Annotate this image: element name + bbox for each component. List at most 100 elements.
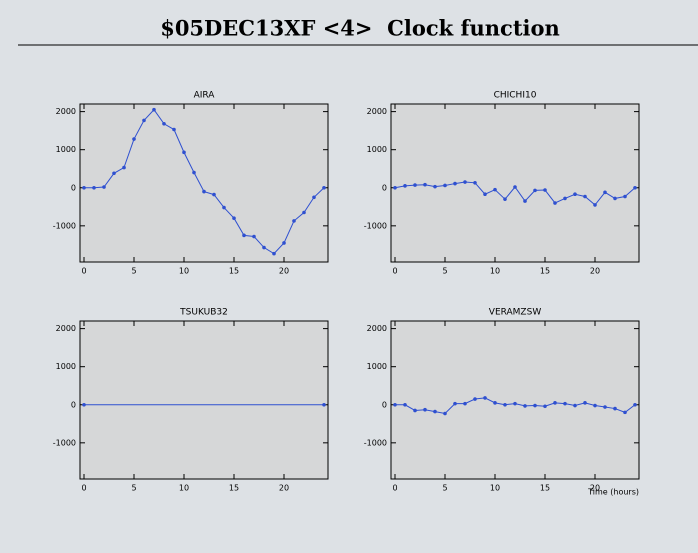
point: [302, 210, 306, 215]
y-tick-label: 1000: [56, 145, 76, 154]
point: [593, 203, 597, 207]
y-tick-label: 1000: [56, 362, 76, 371]
point: [192, 170, 196, 175]
x-tick-label: 15: [229, 484, 239, 493]
point: [433, 184, 437, 189]
plot-area: [390, 103, 640, 263]
point: [593, 403, 597, 408]
point: [403, 184, 407, 188]
point: [513, 185, 517, 189]
point: [433, 409, 437, 414]
panel-title: TSUKUB32: [179, 308, 228, 318]
point: [443, 183, 447, 188]
point: [172, 127, 176, 132]
point: [393, 185, 397, 190]
point: [102, 185, 106, 189]
panel-title: AIRA: [194, 91, 216, 101]
point: [282, 241, 286, 245]
point: [483, 192, 487, 197]
point: [152, 107, 156, 112]
point: [322, 402, 326, 407]
point: [232, 216, 236, 221]
point: [182, 150, 186, 155]
point: [463, 401, 467, 406]
y-tick-label: -1000: [364, 438, 387, 447]
y-tick-label: 2000: [56, 107, 76, 116]
x-tick-label: 0: [81, 267, 86, 276]
point: [503, 402, 507, 407]
point: [553, 401, 557, 405]
x-axis-label: Time (hours): [587, 488, 639, 497]
point: [583, 194, 587, 199]
point: [493, 187, 497, 192]
x-tick-label: 20: [279, 267, 289, 276]
x-tick-label: 10: [179, 484, 189, 493]
panel-title: VERAMZSW: [489, 308, 542, 318]
point: [122, 165, 126, 170]
x-tick-label: 10: [179, 267, 189, 276]
x-tick-label: 0: [392, 484, 397, 493]
point: [322, 185, 326, 190]
point: [132, 137, 136, 141]
y-tick-label: 2000: [56, 324, 76, 333]
point: [563, 196, 567, 201]
y-tick-label: 2000: [367, 107, 387, 116]
point: [292, 219, 296, 223]
x-tick-label: 10: [490, 267, 500, 276]
point: [603, 405, 607, 409]
point: [473, 397, 477, 401]
point: [633, 185, 637, 190]
point: [523, 199, 527, 203]
x-tick-label: 0: [392, 267, 397, 276]
plot-area: [79, 103, 329, 263]
x-tick-label: 15: [540, 484, 550, 493]
point: [623, 194, 627, 199]
point: [82, 185, 86, 190]
point: [513, 401, 517, 406]
x-tick-label: 20: [279, 484, 289, 493]
point: [423, 407, 427, 412]
y-tick-label: 2000: [367, 324, 387, 333]
point: [543, 188, 547, 192]
point: [262, 245, 266, 250]
plot-area: [79, 320, 329, 480]
point: [202, 189, 206, 194]
point: [583, 401, 587, 405]
point: [453, 401, 457, 406]
point: [573, 403, 577, 408]
point: [272, 251, 276, 256]
point: [613, 406, 617, 411]
x-tick-label: 10: [490, 484, 500, 493]
y-tick-label: -1000: [53, 438, 76, 447]
y-tick-label: 1000: [367, 362, 387, 371]
point: [423, 182, 427, 187]
x-tick-label: 5: [131, 267, 136, 276]
point: [112, 171, 116, 176]
point: [533, 188, 537, 193]
point: [523, 404, 527, 408]
point: [92, 185, 96, 190]
point: [543, 404, 547, 409]
point: [483, 396, 487, 400]
point: [603, 190, 607, 195]
x-tick-label: 20: [590, 267, 600, 276]
y-tick-label: 1000: [367, 145, 387, 154]
point: [222, 205, 226, 210]
x-tick-label: 0: [81, 484, 86, 493]
point: [443, 411, 447, 416]
point: [162, 121, 166, 126]
x-tick-label: 20: [590, 484, 600, 493]
x-tick-label: 5: [442, 484, 447, 493]
point: [573, 192, 577, 197]
x-tick-label: 5: [131, 484, 136, 493]
point: [413, 408, 417, 413]
point: [453, 181, 457, 186]
point: [533, 403, 537, 408]
point: [413, 183, 417, 187]
point: [633, 402, 637, 407]
point: [553, 201, 557, 205]
point: [393, 402, 397, 407]
point: [252, 234, 256, 239]
y-tick-label: 0: [382, 183, 387, 192]
